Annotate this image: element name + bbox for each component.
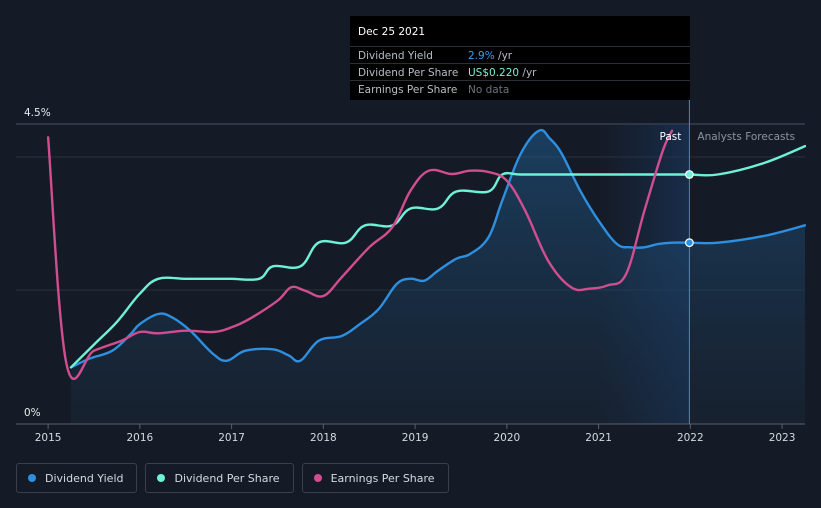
dividend-yield-marker[interactable] <box>685 238 694 248</box>
legend-item-dividend-per-share[interactable]: Dividend Per Share <box>145 463 294 493</box>
tooltip-unit: /yr <box>519 67 537 79</box>
tooltip-label: Earnings Per Share <box>358 84 458 96</box>
forecast-label: Analysts Forecasts <box>697 131 795 143</box>
legend-dot-icon <box>157 474 166 482</box>
y-tick-label: 4.5% <box>24 107 51 119</box>
legend-label: Dividend Per Share <box>174 471 280 485</box>
tooltip-row-earnings-per-share: Earnings Per Share No data <box>350 80 690 98</box>
x-tick-label: 2023 <box>769 432 796 444</box>
tooltip-unit: /yr <box>494 50 513 62</box>
legend-item-dividend-yield[interactable]: Dividend Yield <box>16 463 138 493</box>
legend-dot-icon <box>313 474 322 482</box>
x-tick-label: 2016 <box>126 432 153 444</box>
y-tick-label: 0% <box>24 407 41 419</box>
x-tick-label: 2017 <box>218 432 245 444</box>
legend-label: Earnings Per Share <box>330 471 435 485</box>
tooltip-row-dividend-yield: Dividend Yield 2.9% /yr <box>350 46 690 64</box>
tooltip-date: Dec 25 2021 <box>358 26 426 38</box>
x-tick-label: 2022 <box>677 432 704 444</box>
legend-label: Dividend Yield <box>45 471 124 485</box>
x-tick-label: 2018 <box>310 432 337 444</box>
tooltip-value: US$0.220 <box>468 67 520 79</box>
chart-tooltip: Dec 25 2021 Dividend Yield 2.9% /yr Divi… <box>350 16 690 100</box>
tooltip-value: 2.9% <box>468 50 495 62</box>
tooltip-row-dividend-per-share: Dividend Per Share US$0.220 /yr <box>350 63 690 81</box>
chart-legend: Dividend Yield Dividend Per Share Earnin… <box>16 463 449 493</box>
tooltip-label: Dividend Per Share <box>358 67 459 79</box>
x-tick-label: 2015 <box>35 432 62 444</box>
legend-dot-icon <box>28 474 36 482</box>
tooltip-label: Dividend Yield <box>358 50 433 62</box>
dividend-yield-area <box>71 130 805 424</box>
dividend-per-share-marker[interactable] <box>685 170 694 179</box>
tooltip-value: No data <box>468 84 510 96</box>
x-tick-label: 2020 <box>493 432 520 444</box>
legend-item-earnings-per-share[interactable]: Earnings Per Share <box>301 463 449 493</box>
x-tick-label: 2021 <box>585 432 612 444</box>
earnings-per-share-line <box>46 129 674 381</box>
past-label: Past <box>660 131 682 143</box>
x-tick-label: 2019 <box>402 432 429 444</box>
